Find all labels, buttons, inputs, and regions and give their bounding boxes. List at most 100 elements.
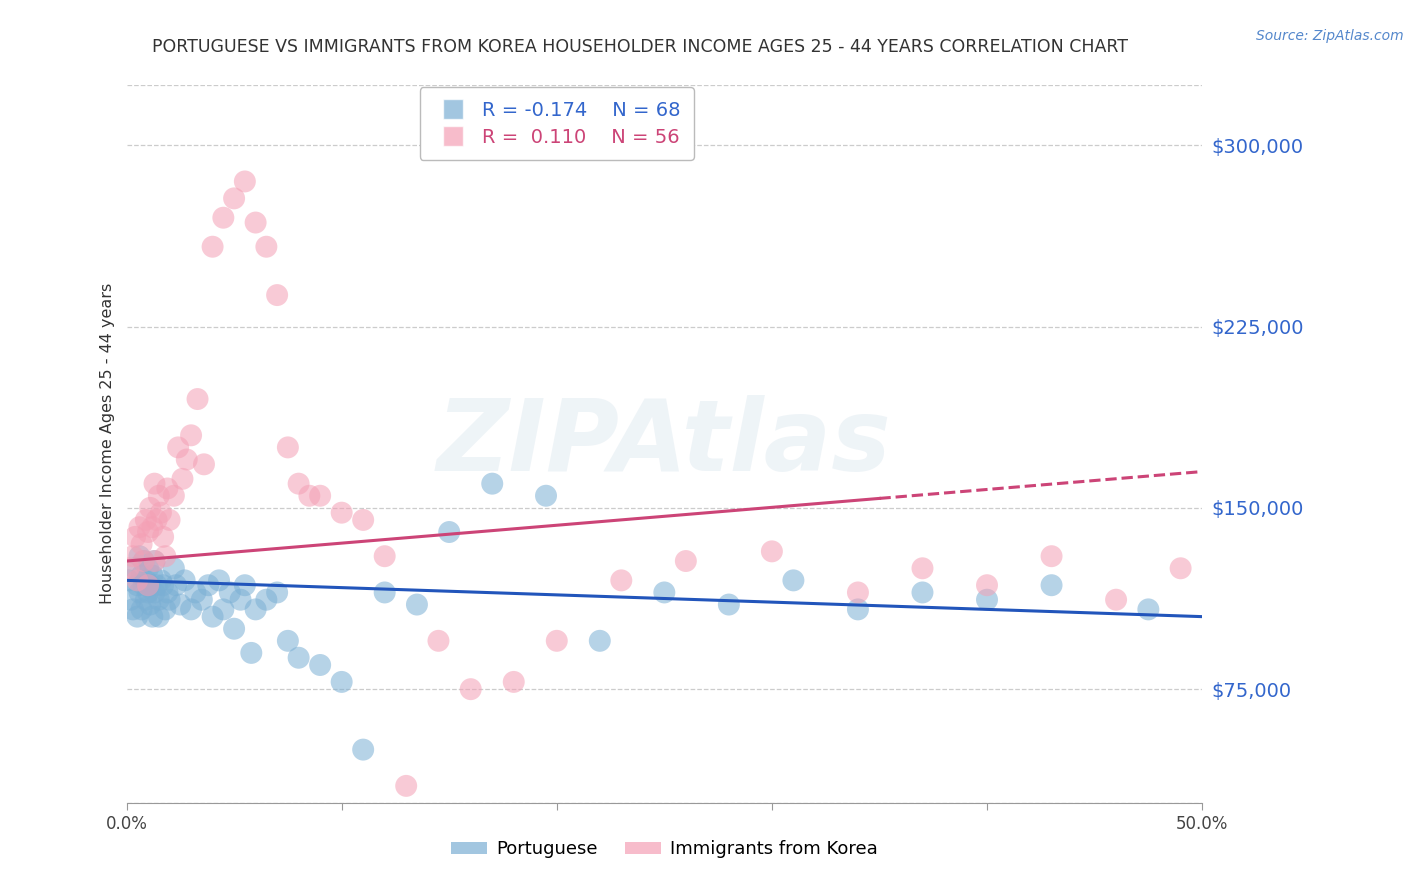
Point xyxy=(277,441,299,455)
Point xyxy=(481,476,503,491)
Legend: Portuguese, Immigrants from Korea: Portuguese, Immigrants from Korea xyxy=(444,833,884,865)
Point xyxy=(212,211,235,225)
Point xyxy=(846,602,869,616)
Point xyxy=(245,602,267,616)
Point xyxy=(149,574,172,588)
Point xyxy=(148,592,170,607)
Point xyxy=(165,578,187,592)
Point xyxy=(156,585,179,599)
Point xyxy=(145,513,167,527)
Point xyxy=(1040,578,1063,592)
Point xyxy=(309,658,332,673)
Point xyxy=(132,554,155,568)
Point xyxy=(191,592,214,607)
Point xyxy=(222,622,246,636)
Point xyxy=(135,513,157,527)
Point xyxy=(229,592,252,607)
Point xyxy=(460,682,482,697)
Point xyxy=(180,602,202,616)
Point xyxy=(309,489,332,503)
Point xyxy=(122,602,145,616)
Point xyxy=(143,554,166,568)
Point xyxy=(141,568,163,582)
Point xyxy=(143,554,166,568)
Point xyxy=(330,506,353,520)
Point xyxy=(846,585,869,599)
Point xyxy=(169,598,191,612)
Point xyxy=(163,489,186,503)
Point xyxy=(976,578,998,592)
Point xyxy=(222,191,246,205)
Point xyxy=(218,585,240,599)
Point xyxy=(761,544,783,558)
Point xyxy=(143,585,166,599)
Point xyxy=(374,549,396,564)
Point xyxy=(254,592,277,607)
Point xyxy=(148,609,170,624)
Point xyxy=(1170,561,1192,575)
Text: PORTUGUESE VS IMMIGRANTS FROM KOREA HOUSEHOLDER INCOME AGES 25 - 44 YEARS CORREL: PORTUGUESE VS IMMIGRANTS FROM KOREA HOUS… xyxy=(152,38,1128,56)
Point xyxy=(124,530,146,544)
Point xyxy=(717,598,740,612)
Point xyxy=(131,537,153,551)
Point xyxy=(277,633,299,648)
Point xyxy=(128,520,150,534)
Point xyxy=(163,561,186,575)
Point xyxy=(131,602,153,616)
Point xyxy=(122,549,145,564)
Point xyxy=(132,554,155,568)
Point xyxy=(610,574,633,588)
Point xyxy=(180,428,202,442)
Point xyxy=(287,650,309,665)
Point xyxy=(172,472,194,486)
Point xyxy=(1105,592,1128,607)
Point xyxy=(139,578,162,592)
Point xyxy=(427,633,450,648)
Y-axis label: Householder Income Ages 25 - 44 years: Householder Income Ages 25 - 44 years xyxy=(100,283,115,605)
Point xyxy=(139,500,162,515)
Point xyxy=(266,288,288,302)
Point xyxy=(201,609,224,624)
Point xyxy=(148,489,170,503)
Point xyxy=(212,602,235,616)
Point xyxy=(534,489,557,503)
Point xyxy=(136,578,159,592)
Point xyxy=(546,633,568,648)
Point xyxy=(124,561,146,575)
Text: ZIPAtlas: ZIPAtlas xyxy=(437,395,891,492)
Point xyxy=(173,574,195,588)
Point xyxy=(911,585,934,599)
Point xyxy=(139,598,162,612)
Point xyxy=(395,779,418,793)
Point xyxy=(152,578,174,592)
Point xyxy=(330,674,353,689)
Point xyxy=(240,646,263,660)
Point xyxy=(176,452,198,467)
Point xyxy=(374,585,396,599)
Point xyxy=(352,742,374,756)
Point xyxy=(193,458,215,472)
Point xyxy=(208,574,231,588)
Point xyxy=(127,578,149,592)
Point xyxy=(155,602,177,616)
Point xyxy=(136,561,159,575)
Point xyxy=(287,476,309,491)
Point xyxy=(782,574,804,588)
Point xyxy=(167,441,190,455)
Point xyxy=(439,524,461,539)
Point xyxy=(152,530,174,544)
Point xyxy=(254,240,277,254)
Point xyxy=(135,574,157,588)
Point xyxy=(128,549,150,564)
Point xyxy=(1040,549,1063,564)
Text: Source: ZipAtlas.com: Source: ZipAtlas.com xyxy=(1256,29,1403,44)
Point xyxy=(976,592,998,607)
Point xyxy=(245,215,267,229)
Point xyxy=(352,513,374,527)
Point xyxy=(652,585,675,599)
Point xyxy=(675,554,697,568)
Point xyxy=(266,585,288,599)
Point xyxy=(159,592,181,607)
Point xyxy=(233,578,256,592)
Point xyxy=(128,585,150,599)
